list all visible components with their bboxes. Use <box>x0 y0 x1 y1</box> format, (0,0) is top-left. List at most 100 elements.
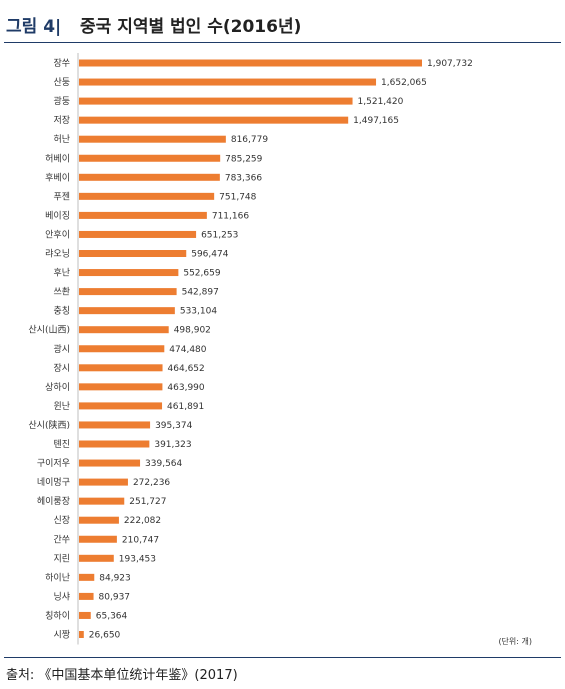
bar <box>79 631 84 638</box>
bar <box>79 78 377 86</box>
value-label: 272,236 <box>133 478 170 488</box>
category-label: 광시 <box>53 343 70 355</box>
bar <box>79 364 163 372</box>
category-label: 충칭 <box>53 306 70 317</box>
bar <box>79 288 177 296</box>
value-label: 84,923 <box>99 573 131 583</box>
category-label: 장쑤 <box>53 58 70 69</box>
value-label: 474,480 <box>169 345 206 355</box>
bar <box>79 154 221 162</box>
bar <box>79 497 125 505</box>
category-label: 헤이룽장 <box>37 495 70 507</box>
value-label: 816,779 <box>231 135 268 145</box>
value-label: 464,652 <box>168 364 205 374</box>
bar <box>79 611 91 619</box>
bar <box>79 402 163 410</box>
category-label: 칭하이 <box>45 610 70 621</box>
value-label: 542,897 <box>182 288 219 298</box>
category-label: 저장 <box>53 115 70 126</box>
bar <box>79 554 114 562</box>
bar <box>79 192 215 200</box>
category-label: 윈난 <box>53 401 70 412</box>
category-label: 후베이 <box>45 172 70 183</box>
bar <box>79 211 207 219</box>
value-label: 1,497,165 <box>353 116 399 126</box>
value-label: 251,727 <box>129 497 166 507</box>
value-label: 711,166 <box>212 211 249 221</box>
bar <box>79 383 163 391</box>
value-label: 1,907,732 <box>427 59 473 69</box>
bar <box>79 173 220 181</box>
value-label: 533,104 <box>180 307 217 317</box>
value-label: 751,748 <box>219 192 256 202</box>
bar <box>79 135 226 143</box>
value-label: 651,253 <box>201 230 238 240</box>
bar <box>79 307 175 315</box>
category-label: 네이멍구 <box>37 477 70 488</box>
category-label: 베이징 <box>45 210 70 221</box>
figure-title: 중국 지역별 법인 수(2016년) <box>80 17 302 37</box>
value-label: 596,474 <box>191 250 228 260</box>
category-label: 신장 <box>53 515 70 526</box>
value-label: 80,937 <box>99 592 130 602</box>
value-label: 391,323 <box>154 440 191 450</box>
value-label: 463,990 <box>167 383 204 393</box>
value-label: 1,521,420 <box>358 97 404 107</box>
value-label: 783,366 <box>225 173 262 183</box>
category-label: 톈진 <box>53 439 70 450</box>
category-label: 닝샤 <box>53 591 70 602</box>
bar <box>79 116 349 124</box>
value-label: 210,747 <box>122 535 159 545</box>
category-label: 구이저우 <box>37 458 70 469</box>
bar <box>79 459 141 467</box>
category-label: 푸젠 <box>53 191 70 202</box>
category-label: 쓰촨 <box>53 287 70 298</box>
value-label: 222,082 <box>124 516 161 526</box>
bar <box>79 478 128 486</box>
bar <box>79 421 151 429</box>
top-rule <box>4 42 561 43</box>
unit-label: (단위: 개) <box>498 636 532 646</box>
value-label: 65,364 <box>96 611 128 621</box>
value-label: 339,564 <box>145 459 182 469</box>
value-label: 193,453 <box>119 554 156 564</box>
category-label: 하이난 <box>45 572 70 583</box>
figure-number: 그림 4| <box>6 17 62 37</box>
category-label: 지린 <box>53 553 70 564</box>
bar <box>79 269 179 277</box>
source-note: 출처: 《中国基本单位统计年鉴》(2017) <box>6 668 238 683</box>
bar <box>79 59 422 67</box>
bar <box>79 516 119 524</box>
value-label: 552,659 <box>183 269 220 279</box>
category-label: 상하이 <box>45 382 70 393</box>
bottom-rule <box>4 657 561 658</box>
figure-header: 그림 4| 중국 지역별 법인 수(2016년) <box>0 0 565 44</box>
bar <box>79 230 197 238</box>
bar <box>79 97 353 105</box>
bar <box>79 326 169 334</box>
bar-chart: 장쑤 1,907,732 산둥 1,652,065 광둥 1,521,420 저장 1,497… <box>28 53 532 646</box>
category-label: 광둥 <box>53 95 70 107</box>
category-label: 허베이 <box>45 153 70 164</box>
value-label: 395,374 <box>155 421 192 431</box>
bar <box>79 573 95 581</box>
bar <box>79 345 165 353</box>
category-label: 산시(山西) <box>28 325 70 336</box>
value-label: 461,891 <box>167 402 204 412</box>
category-label: 후난 <box>53 268 70 279</box>
category-label: 랴오닝 <box>45 249 70 260</box>
category-label: 시짱 <box>53 630 70 641</box>
category-label: 산시(陕西) <box>28 419 70 431</box>
value-label: 498,902 <box>174 326 211 336</box>
category-label: 산둥 <box>53 77 70 88</box>
value-label: 785,259 <box>225 154 262 164</box>
category-label: 허난 <box>53 134 70 145</box>
bar <box>79 250 187 257</box>
value-label: 1,652,065 <box>381 78 427 88</box>
category-label: 장시 <box>53 363 70 374</box>
bar <box>79 535 117 543</box>
value-label: 26,650 <box>89 631 121 641</box>
category-label: 안후이 <box>45 229 70 240</box>
category-label: 간쑤 <box>53 534 70 545</box>
bar <box>79 592 94 600</box>
